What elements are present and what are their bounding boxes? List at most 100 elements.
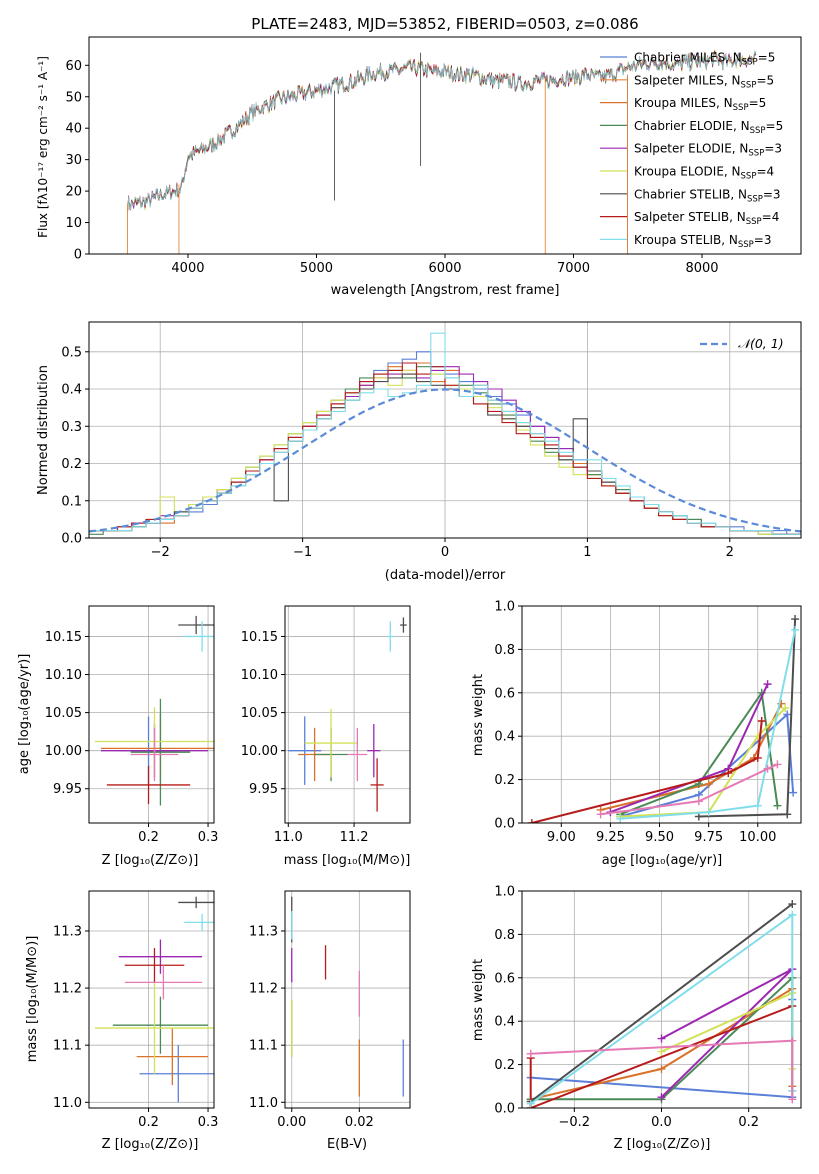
legend-label: Kroupa MILES, NSSP=5 (634, 96, 766, 113)
mass-weight-line (620, 629, 797, 820)
axes-frame (521, 605, 802, 824)
spectrum-plot-area: 4000 5000 6000 7000 8000 0 10 20 30 40 50 60 Chabrie… (65, 36, 802, 276)
residuals-plot-area: −2 −1 0 1 2 0.0 0.1 0.2 0.3 0.4 0.5 𝒩(0, 1) (61, 321, 802, 560)
x-tick-label: 4000 (171, 261, 204, 276)
age-vs-mass-plot-area: 11.0 11.2 9.95 10.00 10.05 10.10 10.15 (241, 605, 411, 845)
plus-marker (753, 753, 762, 762)
histogram-step (89, 332, 801, 535)
y-tick-label: 10.10 (241, 668, 278, 683)
y-tick-label: 10.15 (45, 630, 82, 645)
y-tick-label: 0.0 (494, 817, 515, 832)
plus-marker (789, 788, 798, 797)
legend-label: Kroupa STELIB, NSSP=3 (634, 233, 772, 250)
y-tick-label: 0.2 (494, 773, 515, 788)
x-tick-label: 0.3 (198, 830, 219, 845)
y-tick-label: 11.3 (53, 924, 82, 939)
y-tick-label: 10 (65, 216, 82, 231)
y-tick-label: 0.6 (494, 686, 515, 701)
x-tick-label: 6000 (428, 261, 461, 276)
axes-frame (88, 890, 215, 1109)
plus-marker (781, 703, 790, 712)
massweight-vs-z-ylabel: mass weight (471, 959, 486, 1041)
gaussian-legend-label: 𝒩(0, 1) (738, 336, 784, 351)
y-tick-label: 0.2 (61, 457, 82, 472)
plot-marks (291, 896, 404, 1097)
y-tick-label: 10.05 (241, 706, 278, 721)
age-vs-mass-panel: 11.0 11.2 9.95 10.00 10.05 10.10 10.15 mass [l… (241, 605, 411, 868)
residuals-panel: −2 −1 0 1 2 0.0 0.1 0.2 0.3 0.4 0.5 𝒩(0, 1) (data-m… (36, 321, 802, 583)
legend-label: Kroupa ELODIE, NSSP=4 (634, 165, 774, 182)
legend-label: Chabrier MILES, NSSP=5 (634, 51, 775, 68)
y-tick-label: 10.00 (45, 744, 82, 759)
x-tick-label: 5000 (300, 261, 333, 276)
plus-marker (783, 710, 792, 719)
x-tick-label: 0.02 (345, 1115, 374, 1130)
legend-label: Chabrier STELIB, NSSP=3 (634, 187, 781, 204)
mass-weight-line (600, 763, 778, 816)
plus-marker (753, 801, 762, 810)
y-tick-label: 11.3 (249, 924, 278, 939)
axes-frame (284, 890, 411, 1109)
plus-marker (773, 760, 782, 769)
y-tick-label: 0.8 (494, 643, 515, 658)
plus-marker (596, 810, 605, 819)
x-tick-label: 9.50 (645, 830, 674, 845)
plot-marks (527, 615, 800, 823)
y-tick-label: 0.4 (494, 1015, 515, 1030)
spectrum-xlabel: wavelength [Angstrom, rest frame] (331, 283, 560, 298)
x-tick-label: 1 (583, 545, 591, 560)
y-tick-label: 1.0 (494, 600, 515, 615)
y-tick-label: 9.95 (53, 782, 82, 797)
plot-marks (288, 617, 407, 812)
residuals-xlabel: (data-model)/error (385, 568, 506, 583)
x-tick-label: −0.2 (559, 1115, 591, 1130)
y-tick-label: 0.1 (61, 494, 82, 509)
mass-vs-z-panel: 0.2 0.3 11.0 11.1 11.2 11.3 Z [log₁₀(Z/Z⊙)] m… (25, 890, 219, 1152)
axes-frame (284, 605, 411, 824)
mass-weight-line (531, 720, 763, 823)
age-vs-z-ylabel: age [log₁₀(age/yr)] (17, 654, 32, 775)
x-tick-label: 9.25 (596, 830, 625, 845)
plus-marker (657, 1034, 666, 1043)
y-tick-label: 10.10 (45, 668, 82, 683)
y-tick-label: 11.2 (249, 982, 278, 997)
legend-label: Salpeter MILES, NSSP=5 (634, 73, 774, 90)
x-tick-label: 9.00 (547, 830, 576, 845)
x-tick-label: 7000 (557, 261, 590, 276)
x-tick-label: 0.3 (198, 1115, 219, 1130)
mass-vs-z-xlabel: Z [log₁₀(Z/Z⊙)] (102, 1137, 199, 1152)
plus-marker (616, 814, 625, 823)
plot-marks (94, 615, 214, 806)
plus-marker (704, 808, 713, 817)
plus-marker (526, 1099, 535, 1108)
massweight-vs-z-plot-area: −0.2 0.0 0.2 0.0 0.2 0.4 0.6 0.8 1.0 (494, 885, 802, 1130)
y-tick-label: 0.4 (61, 383, 82, 398)
y-tick-label: 0.0 (494, 1102, 515, 1117)
y-tick-label: 9.95 (249, 782, 278, 797)
age-vs-z-plot-area: 0.2 0.3 9.95 10.00 10.05 10.10 10.15 (45, 605, 219, 845)
mass-weight-line (529, 1005, 793, 1108)
mass-vs-ebv-plot-area: 0.00 0.02 11.0 11.1 11.2 11.3 (249, 890, 411, 1130)
y-tick-label: 0.8 (494, 928, 515, 943)
plus-marker (704, 779, 713, 788)
legend-label: Salpeter STELIB, NSSP=4 (634, 210, 779, 227)
plus-marker (763, 680, 772, 689)
plus-marker (657, 1093, 666, 1102)
spectrum-legend: Chabrier MILES, NSSP=5 Salpeter MILES, NS… (600, 51, 783, 250)
plus-marker (763, 764, 772, 773)
y-tick-label: 60 (65, 59, 82, 74)
spectrum-series-line (127, 49, 757, 213)
mass-weight-line (610, 683, 769, 814)
legend-label: Salpeter ELODIE, NSSP=3 (634, 142, 782, 159)
x-tick-label: 0.2 (138, 830, 159, 845)
x-tick-label: 11.0 (274, 830, 303, 845)
x-tick-label: 0.0 (651, 1115, 672, 1130)
x-tick-label: 11.2 (340, 830, 369, 845)
y-tick-label: 11.1 (53, 1039, 82, 1054)
y-tick-label: 10.05 (45, 706, 82, 721)
y-tick-label: 0.4 (494, 730, 515, 745)
mass-vs-ebv-panel: 0.00 0.02 11.0 11.1 11.2 11.3 E(B-V) (249, 890, 411, 1152)
plot-marks (94, 896, 214, 1103)
y-tick-label: 30 (65, 153, 82, 168)
y-tick-label: 20 (65, 185, 82, 200)
